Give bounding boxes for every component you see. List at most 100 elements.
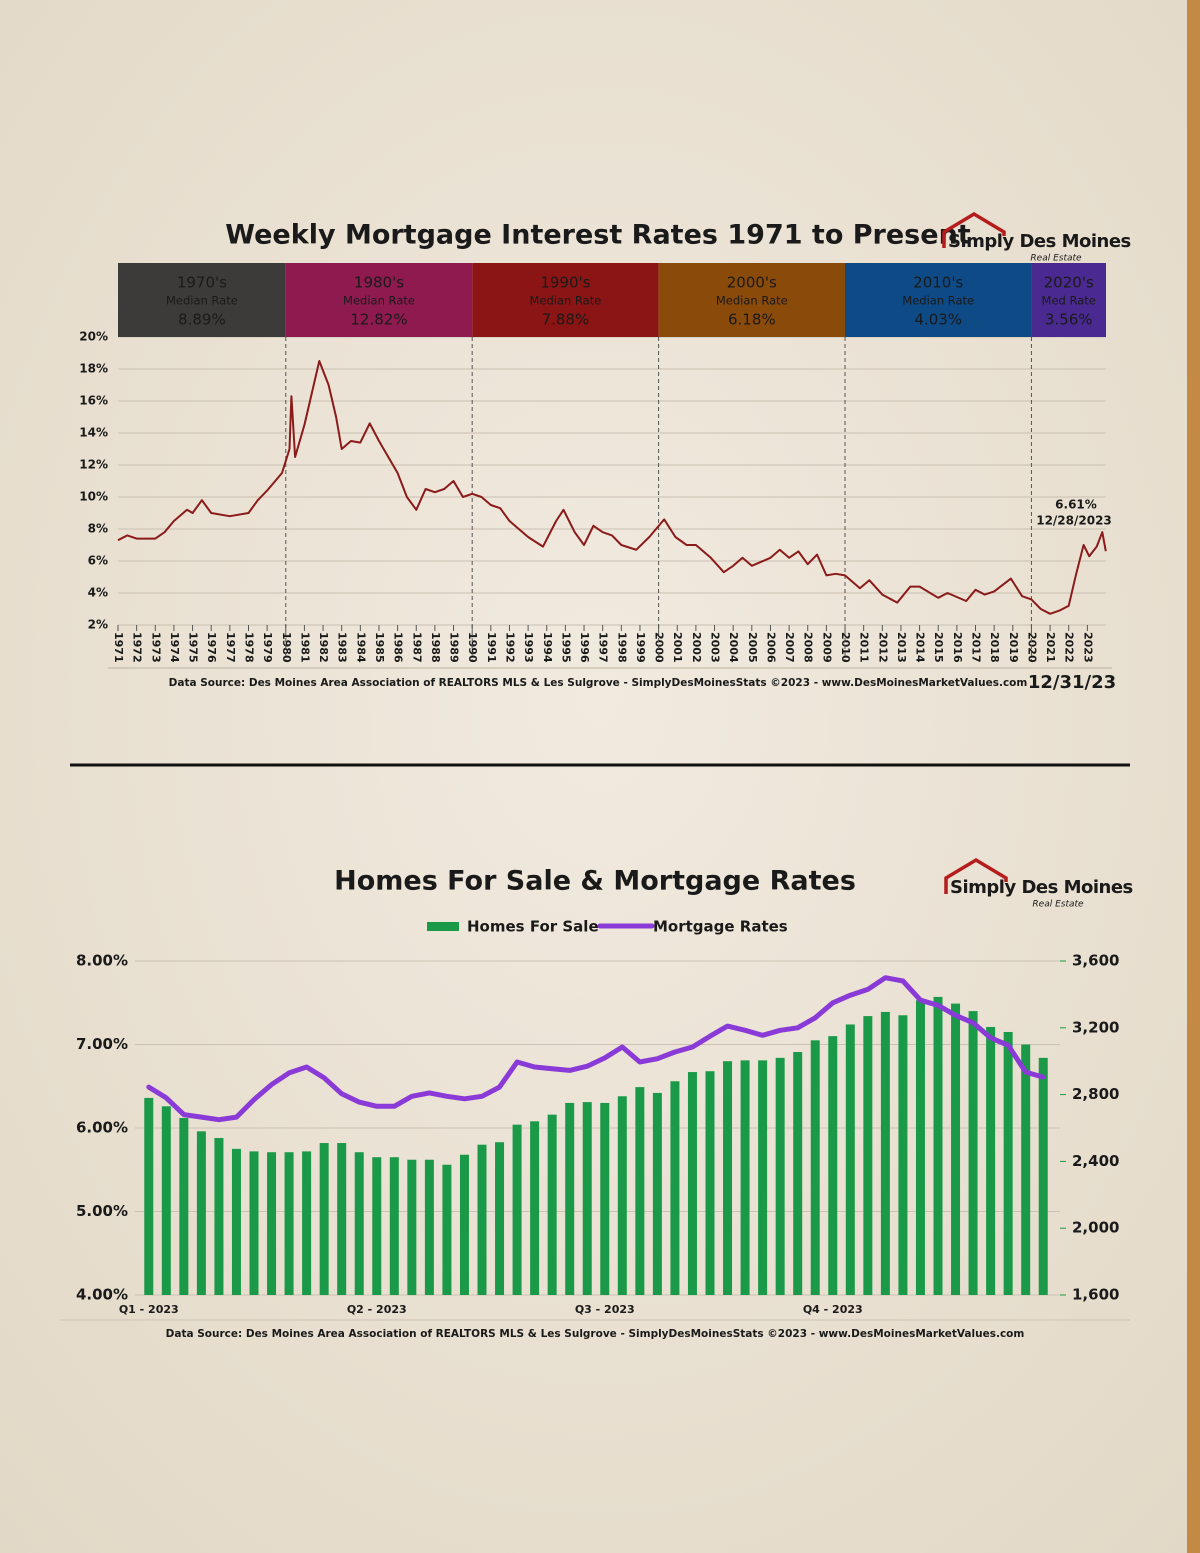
y-tick-label: 6.00% [76,1119,128,1137]
y-tick-label: 10% [79,490,108,504]
logo-house [942,211,1006,248]
bar [284,1152,294,1295]
y-tick-label: 12% [79,458,108,472]
x-tick-label: 1975 [187,632,200,663]
x-tick-label: 1978 [242,632,255,663]
bar [547,1114,557,1295]
x-tick-label: 1999 [634,632,647,663]
x-tick-label: 1988 [429,632,442,663]
band-value: 3.56% [1045,311,1093,329]
bar [424,1159,434,1295]
x-tick-label: 1976 [205,632,218,663]
bar [1038,1057,1048,1295]
x-tick-label: Q1 - 2023 [119,1303,179,1316]
x-tick-label: 2006 [764,632,777,663]
decade-band [1031,263,1106,337]
bar [302,1151,312,1295]
band-sublabel: Median Rate [716,294,788,308]
bar [635,1087,645,1295]
bar [249,1151,259,1295]
bar [670,1081,680,1295]
x-tick-label: 2003 [709,632,722,663]
bar [530,1121,540,1295]
x-tick-label: 1985 [373,632,386,663]
bar [337,1143,347,1295]
bar [968,1011,978,1295]
y-tick-label: 16% [79,394,108,408]
bar [915,1000,925,1295]
bar [933,996,943,1295]
y-tick-label: 5.00% [76,1202,128,1220]
bar [828,1036,838,1295]
x-tick-label: 2012 [876,632,889,663]
source-note: Data Source: Des Moines Area Association… [169,677,1028,689]
x-tick-label: 2023 [1081,632,1094,663]
y-tick-label: 2% [88,618,108,632]
bar [354,1152,364,1295]
x-tick-label: 1991 [485,632,498,663]
band-value: 8.89% [178,311,226,329]
band-label: 1970's [177,274,227,292]
bar [459,1154,469,1295]
band-value: 12.82% [350,311,407,329]
x-tick-label: 2015 [932,632,945,663]
bar [231,1148,241,1295]
bar [600,1102,610,1295]
y-tick-label: 6% [88,554,108,568]
source-note: Data Source: Des Moines Area Association… [166,1328,1025,1340]
band-sublabel: Med Rate [1042,294,1096,308]
band-value: 6.18% [728,311,776,329]
bar [196,1131,206,1295]
x-tick-label: 2001 [671,632,684,663]
bar [705,1071,715,1295]
decade-band [285,263,473,337]
rate-line [146,975,1046,1123]
x-tick-label: 1989 [448,632,461,663]
decade-band [845,263,1032,337]
x-tick-label: 1977 [224,632,237,663]
logo-house [944,857,1008,894]
y-tick-label: 4.00% [76,1286,128,1304]
legend-label: Homes For Sale [467,918,599,936]
x-tick-label: 2009 [820,632,833,663]
bar [687,1072,697,1295]
x-tick-label: 2008 [802,632,815,663]
bar [512,1124,522,1295]
x-tick-label: 1972 [131,632,144,663]
legend-label: Mortgage Rates [653,918,788,936]
x-tick-label: 2004 [727,632,740,663]
x-tick-label: 1992 [503,632,516,663]
band-label: 2010's [913,274,963,292]
band-label: 2020's [1044,274,1094,292]
annotation: 6.61% [1055,498,1097,512]
logo-name: Simply Des Moines [948,231,1131,252]
x-tick-label: 2011 [858,632,871,663]
bar [144,1097,154,1295]
decade-band [118,263,286,337]
y-tick-label: 20% [79,330,108,344]
x-tick-label: 1994 [541,632,554,663]
bar [758,1060,768,1295]
x-tick-label: 1995 [559,632,572,663]
band-value: 7.88% [542,311,590,329]
y-tick-label: 8.00% [76,952,128,970]
band-sublabel: Median Rate [166,294,238,308]
x-tick-label: 1998 [615,632,628,663]
bar [442,1164,452,1295]
x-tick-label: 2022 [1063,632,1076,663]
x-tick-label: 1979 [261,632,274,663]
bar [617,1096,627,1295]
band-value: 4.03% [914,311,962,329]
x-tick-label: 1987 [410,632,423,663]
band-sublabel: Median Rate [902,294,974,308]
bar [863,1016,873,1295]
bar [880,1011,890,1295]
band-label: 1990's [540,274,590,292]
y2-tick-label: 2,800 [1072,1085,1119,1103]
bar [179,1117,189,1295]
x-tick-label: 2021 [1044,632,1057,663]
edge-strip [1187,0,1200,1553]
logo-tagline: Real Estate [1032,900,1084,910]
x-tick-label: 1974 [168,632,181,663]
